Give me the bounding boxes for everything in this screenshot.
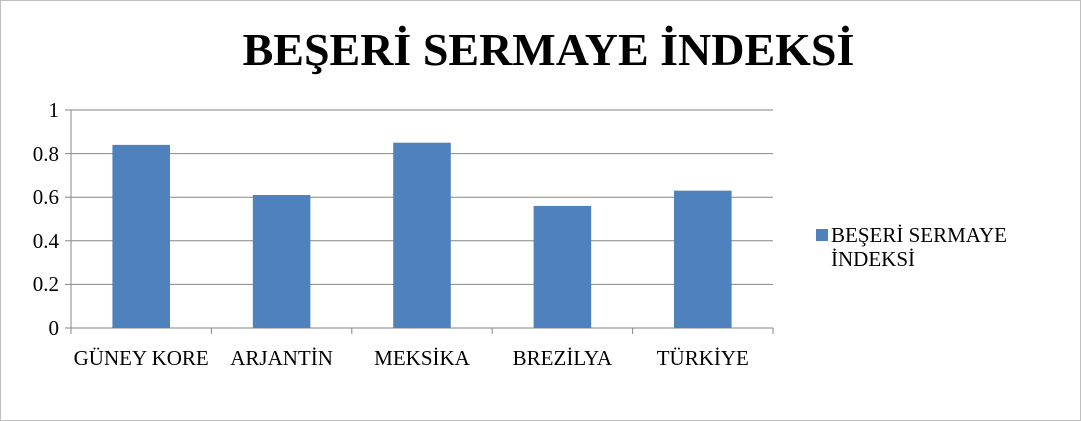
legend-label: BEŞERİ SERMAYE İNDEKSİ bbox=[831, 223, 1008, 271]
y-tick-label: 0.6 bbox=[32, 185, 59, 210]
bar bbox=[252, 195, 311, 328]
x-tick-label: TÜRKİYE bbox=[656, 346, 749, 370]
y-tick-label: 0.4 bbox=[32, 228, 59, 253]
bar bbox=[112, 144, 170, 328]
y-tick-label: 1 bbox=[48, 98, 60, 122]
bar bbox=[393, 142, 451, 328]
chart-title: BEŞERİ SERMAYE İNDEKSİ bbox=[242, 24, 855, 75]
bar bbox=[533, 205, 592, 328]
x-tick-label: GÜNEY KORE bbox=[73, 346, 209, 370]
x-tick-label: BREZİLYA bbox=[512, 346, 613, 370]
x-tick-label: MEKSİKA bbox=[374, 346, 470, 370]
bar bbox=[674, 190, 732, 328]
y-tick-label: 0.2 bbox=[32, 272, 59, 297]
legend-swatch bbox=[816, 229, 828, 241]
y-tick-label: 0.8 bbox=[32, 141, 59, 166]
y-tick-label: 0 bbox=[48, 316, 60, 340]
x-tick-label: ARJANTİN bbox=[230, 346, 333, 370]
